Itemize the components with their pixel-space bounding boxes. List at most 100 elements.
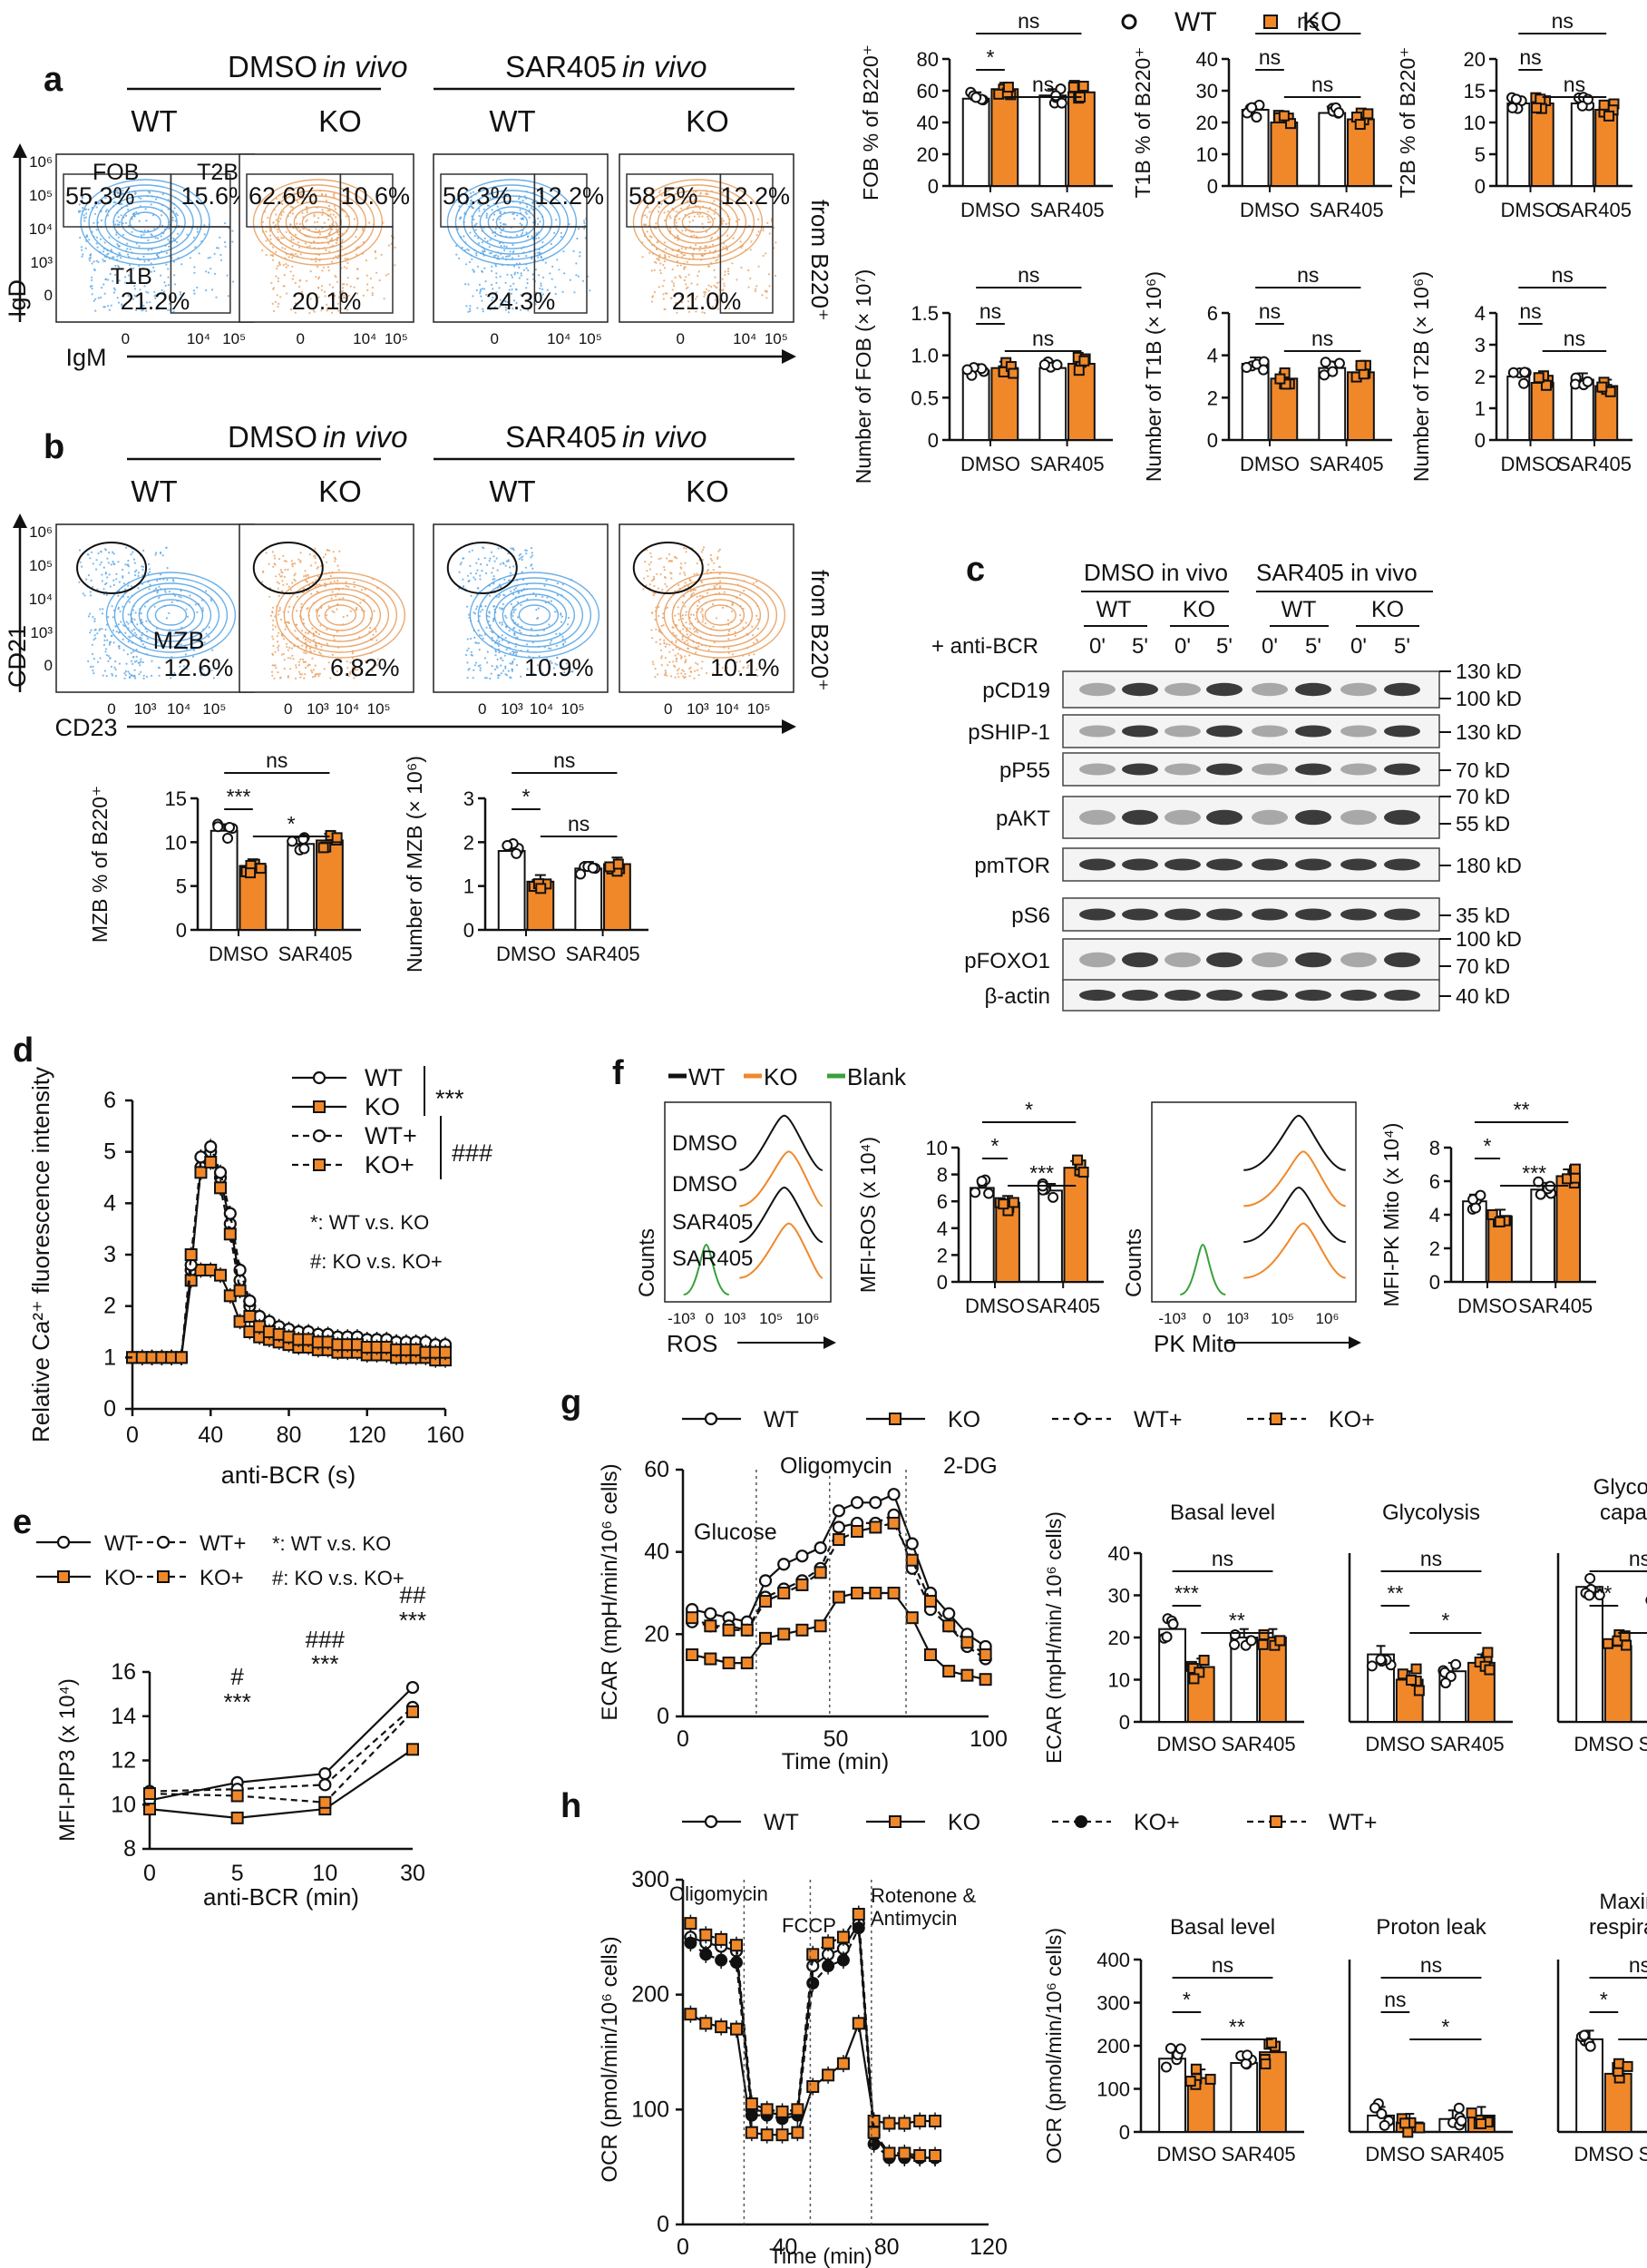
flow-event — [509, 566, 511, 568]
flow-event — [89, 613, 91, 615]
flow-event — [539, 252, 541, 254]
flow-event — [336, 609, 337, 611]
flow-event — [755, 285, 757, 287]
flow-event — [757, 219, 759, 220]
blot-time: 0' — [1262, 634, 1278, 659]
line-point — [232, 1791, 243, 1802]
flow-x-tick: 10⁵ — [561, 700, 585, 718]
kd-label: 130 kD — [1456, 660, 1522, 683]
group-title: Glycolysis — [1382, 1501, 1480, 1525]
flow-event — [684, 574, 686, 576]
flow-event — [747, 269, 749, 271]
flow-event — [114, 660, 116, 662]
flow-event — [362, 228, 364, 230]
y-tick-label: 1.0 — [911, 345, 939, 367]
flow-event — [768, 273, 770, 275]
flow-event — [151, 675, 152, 677]
flow-event — [96, 237, 98, 239]
flow-event — [124, 563, 126, 565]
flow-event — [500, 212, 502, 214]
data-point — [1004, 83, 1013, 92]
blot-row-label: pS6 — [1011, 904, 1050, 928]
x-category-label: DMSO — [1365, 1733, 1425, 1755]
flow-event — [664, 241, 666, 243]
flow-event — [740, 267, 742, 269]
flow-event — [138, 673, 140, 675]
sig-label: * — [1600, 1988, 1608, 2011]
line-point — [833, 1521, 844, 1532]
x-category-label: DMSO — [965, 1295, 1025, 1317]
flow-event — [262, 572, 264, 573]
flow-event — [197, 228, 199, 230]
flow-event — [134, 562, 136, 564]
flow-event — [708, 649, 710, 650]
legend-label: WT — [764, 1407, 799, 1432]
blot-band — [1206, 909, 1243, 921]
flow-event — [104, 241, 106, 243]
flow-event — [681, 230, 683, 231]
flow-x-tick: 10³ — [134, 700, 157, 718]
injection-label: FCCP — [782, 1914, 836, 1937]
y-axis-label: MFI-ROS (x 10⁴) — [856, 1137, 880, 1293]
y-tick-label: 16 — [111, 1659, 136, 1685]
flow-event — [480, 296, 482, 298]
injection-label: Oligomycin — [780, 1453, 892, 1479]
blot-band — [1384, 990, 1420, 1001]
flow-event — [685, 676, 687, 678]
flow-event — [328, 250, 330, 252]
flow-event — [671, 626, 673, 628]
flow-event — [369, 627, 371, 629]
blot-band — [1165, 859, 1201, 871]
flow-x-tick: 0 — [284, 700, 292, 718]
flow-event — [562, 250, 564, 252]
flow-event — [142, 256, 144, 258]
bar-ko-dmso — [1271, 122, 1297, 186]
flow-event — [202, 607, 204, 609]
flow-event — [279, 607, 281, 609]
flow-event — [723, 220, 725, 221]
flow-event — [682, 601, 684, 603]
flow-event — [655, 222, 657, 224]
flow-event — [480, 290, 482, 292]
flow-event — [215, 297, 217, 298]
flow-event — [702, 621, 704, 622]
flow-event — [716, 617, 717, 619]
flow-event — [155, 199, 157, 200]
line-point — [823, 1960, 833, 1971]
flow-event — [310, 270, 312, 272]
flow-event — [93, 658, 95, 660]
flow-event — [168, 228, 170, 230]
line-point — [833, 1592, 844, 1603]
flow-event — [520, 209, 521, 210]
flow-event — [489, 252, 491, 254]
flow-event — [330, 582, 332, 583]
flow-event — [295, 664, 297, 666]
flow-event — [334, 205, 336, 207]
sig-label: ns — [568, 812, 590, 836]
flow-event — [190, 257, 191, 259]
flow-event — [561, 616, 563, 618]
sig-hash: # — [230, 1663, 244, 1690]
flow-event — [102, 628, 103, 630]
flow-event — [467, 677, 469, 679]
line-point — [930, 2150, 940, 2161]
flow-event — [290, 270, 292, 272]
flow-event — [518, 267, 520, 269]
flow-event — [482, 241, 483, 243]
flow-event — [152, 267, 154, 269]
pct-t1b: 20.1% — [292, 288, 362, 315]
flow-event — [315, 228, 317, 230]
flow-event — [685, 283, 687, 285]
flow-event — [373, 611, 375, 612]
line-point — [792, 2127, 803, 2138]
kd-label: 70 kD — [1456, 758, 1510, 782]
data-point — [1335, 359, 1344, 368]
flow-event — [347, 277, 349, 279]
gate-label-fob: FOB — [93, 160, 139, 185]
line-point — [907, 1555, 918, 1566]
flow-event — [556, 259, 558, 260]
flow-event — [283, 638, 285, 640]
sig-hash: ### — [306, 1626, 346, 1653]
flow-event — [277, 237, 278, 239]
